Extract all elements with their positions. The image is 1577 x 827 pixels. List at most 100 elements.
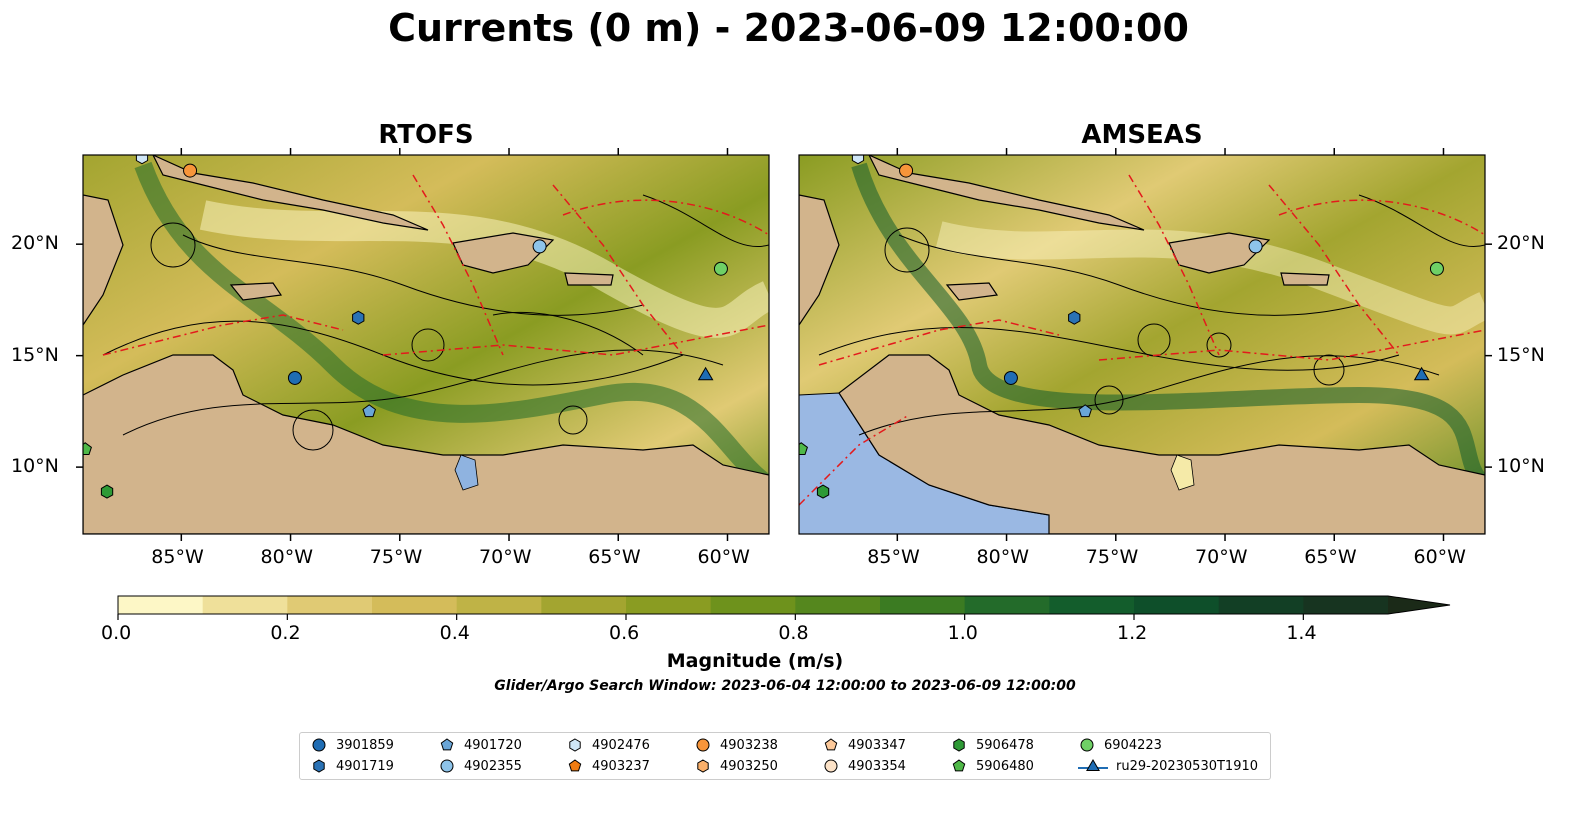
legend-item: 3901859 [310, 736, 394, 754]
float-marker [899, 163, 914, 178]
current-band [851, 162, 1485, 492]
legend-item: 4901719 [310, 757, 394, 775]
x-tick-label: 75°W [1085, 546, 1139, 568]
circle-marker-icon [1080, 738, 1094, 752]
colorbar-tick-label: 0.4 [439, 622, 470, 644]
legend-item: 5906478 [950, 736, 1034, 754]
figure-title: Currents (0 m) - 2023-06-09 12:00:00 [388, 6, 1189, 50]
legend-label: 4902476 [592, 737, 650, 753]
float-marker [1003, 370, 1018, 385]
circle-marker-icon [824, 759, 838, 773]
legend-item: ru29-20230530T1910 [1078, 757, 1258, 775]
colorbar [117, 595, 1451, 620]
legend-item: 4903354 [822, 757, 906, 775]
x-tick-label: 70°W [1195, 546, 1248, 568]
legend-label: 5906480 [976, 758, 1034, 774]
rtofs-map-panel [83, 155, 769, 534]
hexagon-marker-icon [697, 759, 709, 773]
hexagon-shape [313, 759, 325, 773]
x-tick-label: 75°W [369, 546, 423, 568]
current-band-2 [199, 200, 769, 338]
float-marker [135, 155, 149, 165]
float-marker [1078, 404, 1092, 418]
float-marker [1248, 239, 1263, 254]
pentagon-marker-icon [440, 738, 454, 751]
float-marker [816, 484, 830, 499]
legend-item: 4903238 [694, 736, 778, 754]
y-tick-label: 20°N [1497, 232, 1545, 255]
x-tick-label: 85°W [867, 546, 920, 568]
legend-label: 4903238 [720, 737, 778, 753]
legend-label: 6904223 [1104, 737, 1162, 753]
legend: 3901859 4901719 4901720 4902355 4902476 49032… [299, 732, 1271, 780]
colorbar-segment [795, 596, 881, 614]
colorbar-extend-arrow [1388, 596, 1450, 614]
colorbar-segment [1218, 596, 1304, 614]
glider-marker [697, 366, 714, 381]
legend-label: ru29-20230530T1910 [1116, 758, 1259, 774]
x-tick-label: 60°W [1413, 546, 1466, 568]
legend-item: 4903237 [566, 757, 650, 775]
float-marker [851, 155, 865, 165]
hexagon-marker-icon [313, 759, 325, 773]
colorbar-segment [118, 596, 204, 614]
panel-title-amseas: AMSEAS [1081, 120, 1203, 150]
x-tick-label: 70°W [479, 546, 532, 568]
legend-item: 4902355 [438, 757, 522, 775]
circle-shape [1080, 738, 1094, 752]
y-tick-label: 20°N [11, 232, 59, 255]
colorbar-label: Magnitude (m/s) [666, 650, 844, 672]
colorbar-segment [880, 596, 966, 614]
legend-item: 4902476 [566, 736, 650, 754]
circle-shape [696, 738, 710, 752]
circle-marker-icon [312, 738, 326, 752]
legend-label: 4903354 [848, 758, 906, 774]
landmass [799, 155, 1485, 534]
legend-label: 4903250 [720, 758, 778, 774]
triangle-shape [1086, 759, 1100, 771]
lake-feature [454, 454, 479, 491]
observation-markers [83, 155, 728, 499]
colorbar-outline [117, 595, 1451, 615]
colorbar-tick-label: 1.0 [947, 622, 978, 644]
float-marker [532, 239, 547, 254]
circle-shape [440, 759, 454, 773]
current-band-2 [935, 221, 1485, 335]
streamlines [818, 194, 1485, 436]
colorbar-tick-label: 0.8 [778, 622, 809, 644]
legend-item: 4903250 [694, 757, 778, 775]
float-marker [83, 442, 92, 455]
colorbar-segment [456, 596, 542, 614]
x-tick-label: 65°W [588, 546, 641, 568]
float-marker [799, 442, 808, 455]
pentagon-shape [568, 759, 582, 772]
hexagon-marker-icon [953, 738, 965, 752]
colorbar-segment [541, 596, 627, 614]
landmass [83, 155, 769, 534]
legend-item: 4903347 [822, 736, 906, 754]
float-marker [183, 163, 198, 178]
colorbar-segment [287, 596, 373, 614]
amseas-map-panel [799, 155, 1485, 534]
colorbar-segment [964, 596, 1050, 614]
hexagon-marker-icon [569, 738, 581, 752]
pentagon-shape [440, 738, 454, 751]
colorbar-segment [1049, 596, 1135, 614]
circle-marker-icon [696, 738, 710, 752]
current-band [134, 161, 769, 493]
y-tick-label: 10°N [11, 455, 59, 478]
hexagon-shape [953, 738, 965, 752]
colorbar-tick-label: 1.4 [1286, 622, 1317, 644]
glider-marker [1413, 366, 1430, 381]
float-marker [1068, 310, 1081, 325]
float-marker [362, 404, 376, 418]
legend-label: 4902355 [464, 758, 522, 774]
pentagon-marker-icon [824, 738, 838, 751]
eez-boundaries [799, 174, 1485, 506]
colorbar-segment [1134, 596, 1220, 614]
pentagon-marker-icon [568, 759, 582, 772]
hexagon-shape [569, 738, 581, 752]
x-tick-label: 60°W [697, 546, 750, 568]
colorbar-segment [372, 596, 458, 614]
y-tick-label: 10°N [1497, 455, 1545, 478]
